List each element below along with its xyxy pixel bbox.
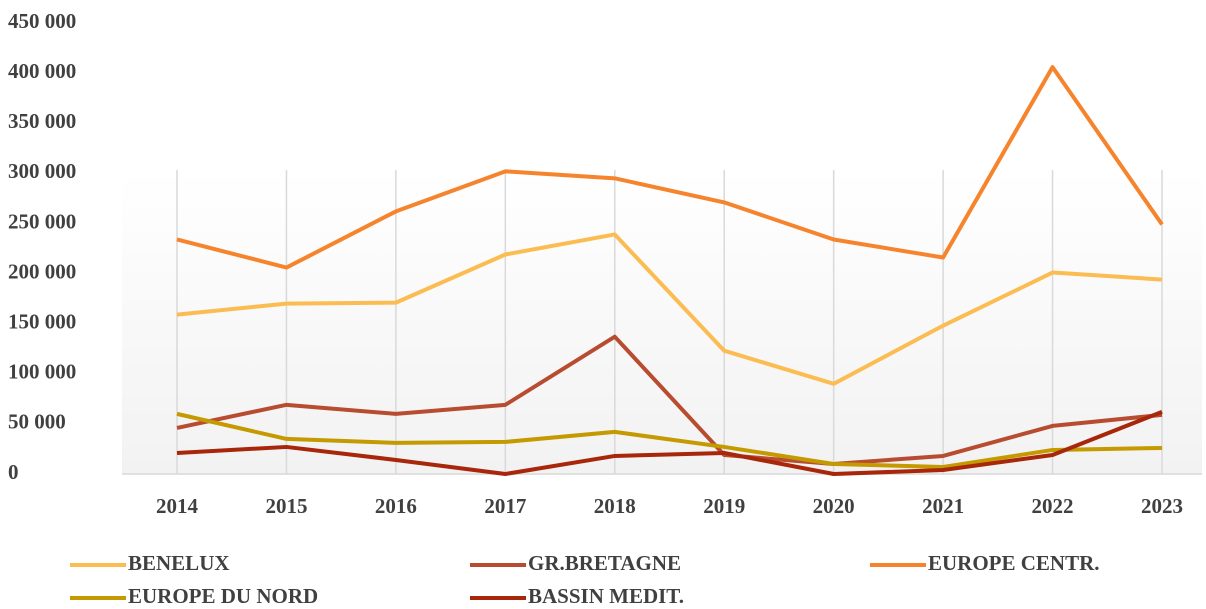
x-tick-label: 2018 bbox=[594, 494, 636, 518]
x-tick-label: 2016 bbox=[375, 494, 417, 518]
y-tick-label: 100 000 bbox=[8, 360, 76, 384]
series-line bbox=[176, 411, 1163, 469]
y-tick-label: 450 000 bbox=[8, 9, 76, 33]
x-tick-label: 2014 bbox=[156, 494, 199, 518]
x-tick-label: 2017 bbox=[484, 494, 526, 518]
x-tick-label: 2022 bbox=[1032, 494, 1074, 518]
x-tick-label: 2015 bbox=[265, 494, 307, 518]
y-tick-label: 400 000 bbox=[8, 59, 76, 83]
legend-label: EUROPE CENTR. bbox=[928, 551, 1100, 575]
y-tick-label: 50 000 bbox=[8, 410, 66, 434]
y-tick-label: 250 000 bbox=[8, 209, 76, 233]
legend-label: BASSIN MEDIT. bbox=[528, 584, 684, 608]
legend-label: EUROPE DU NORD bbox=[128, 584, 318, 608]
x-tick-label: 2020 bbox=[813, 494, 855, 518]
x-tick-label: 2021 bbox=[922, 494, 964, 518]
y-tick-label: 300 000 bbox=[8, 159, 76, 183]
series-line bbox=[176, 232, 1163, 386]
y-tick-label: 200 000 bbox=[8, 259, 76, 283]
series-line bbox=[176, 65, 1164, 270]
plot-background bbox=[122, 170, 1202, 475]
legend-label: GR.BRETAGNE bbox=[528, 551, 681, 575]
x-tick-label: 2023 bbox=[1141, 494, 1183, 518]
y-tick-label: 0 bbox=[8, 460, 19, 484]
y-tick-label: 150 000 bbox=[8, 309, 76, 333]
legend-label: BENELUX bbox=[128, 551, 230, 575]
x-tick-label: 2019 bbox=[703, 494, 745, 518]
series-line bbox=[176, 410, 1163, 476]
series-line bbox=[176, 334, 1163, 466]
y-tick-label: 350 000 bbox=[8, 109, 76, 133]
